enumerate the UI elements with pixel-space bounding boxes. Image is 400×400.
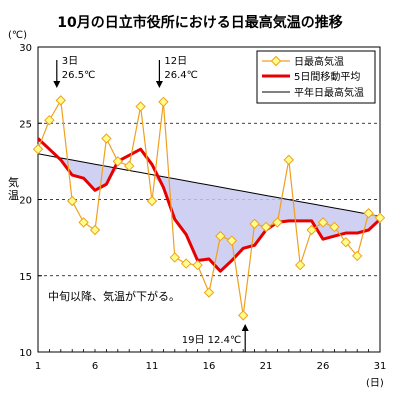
daily-point-3 xyxy=(55,95,67,106)
daily-point-10 xyxy=(135,101,146,112)
annotation-arrowhead-19 xyxy=(241,324,249,331)
daily-point-29 xyxy=(351,250,363,262)
daily-point-7 xyxy=(101,133,112,144)
daily-point-11 xyxy=(146,195,158,207)
y-tick-label-25: 25 xyxy=(19,119,32,130)
daily-point-22 xyxy=(272,217,283,228)
legend-daily-label: 日最高気温 xyxy=(294,55,344,68)
x-tick-label-1: 1 xyxy=(35,361,41,372)
annotation-day-12: 12日 xyxy=(164,56,187,67)
note-text: 中旬以降、気温が下がる。 xyxy=(48,289,180,303)
x-tick-label-26: 26 xyxy=(317,361,330,372)
x-tick-label-16: 16 xyxy=(203,361,216,372)
annotations: 3日 26.5℃ 12日 26.4℃ 19日 12.4℃ xyxy=(53,56,249,352)
x-tick-label-31: 31 xyxy=(374,361,387,372)
daily-point-21 xyxy=(260,221,272,233)
annotation-value-12: 26.4℃ xyxy=(164,70,198,81)
y-axis-label: 気温 xyxy=(8,175,19,202)
daily-point-8 xyxy=(112,156,124,167)
daily-point-24 xyxy=(294,259,306,271)
daily-point-14 xyxy=(180,258,192,269)
chart-title: 10月の日立市役所における日最高気温の推移 xyxy=(57,14,342,31)
deficit-fill-area xyxy=(38,153,380,272)
annotation-value-3: 26.5℃ xyxy=(62,70,96,81)
annotation-label-19: 19日 12.4℃ xyxy=(182,335,241,346)
daily-point-27 xyxy=(329,221,340,233)
daily-point-17 xyxy=(215,230,226,242)
daily-point-12 xyxy=(158,96,169,108)
legend-normal-label: 平年日最高気温 xyxy=(294,86,364,99)
daily-point-1 xyxy=(32,143,44,155)
daily-point-28 xyxy=(340,236,352,248)
daily-point-6 xyxy=(89,224,101,236)
moving-average-line xyxy=(36,137,382,273)
y-tick-label-30: 30 xyxy=(19,43,32,54)
y-tick-label-15: 15 xyxy=(19,272,32,283)
normal-line xyxy=(37,153,381,217)
daily-point-19 xyxy=(237,310,249,321)
y-tick-label-20: 20 xyxy=(19,196,32,207)
annotation-day-3: 3日 xyxy=(62,56,78,67)
x-tick-label-21: 21 xyxy=(260,361,273,372)
annotation-arrowhead-3 xyxy=(53,81,61,88)
legend: 日最高気温 5日間移動平均 平年日最高気温 xyxy=(256,50,376,104)
legend-average-label: 5日間移動平均 xyxy=(294,70,360,83)
daily-point-4 xyxy=(66,195,78,207)
y-tick-label-10: 10 xyxy=(19,348,32,359)
daily-point-15 xyxy=(192,259,203,271)
daily-point-2 xyxy=(44,114,55,126)
daily-point-31 xyxy=(374,212,386,224)
x-unit-label: (日) xyxy=(366,378,384,389)
daily-point-25 xyxy=(306,224,317,236)
daily-point-20 xyxy=(249,218,260,230)
moving-average-series xyxy=(36,137,382,273)
y-unit-label: (℃) xyxy=(8,30,27,41)
daily-point-26 xyxy=(317,217,329,228)
daily-point-30 xyxy=(363,208,374,219)
legend-daily-marker xyxy=(270,55,282,67)
daily-point-9 xyxy=(123,160,135,172)
daily-max-series xyxy=(32,95,386,321)
x-tick-label-11: 11 xyxy=(146,361,159,372)
x-tick-label-6: 6 xyxy=(92,361,98,372)
annotation-arrowhead-12 xyxy=(155,81,163,88)
normal-series xyxy=(37,153,381,217)
daily-point-18 xyxy=(226,235,238,246)
daily-point-13 xyxy=(169,252,181,263)
daily-point-5 xyxy=(78,217,89,228)
daily-point-23 xyxy=(283,154,295,166)
daily-point-16 xyxy=(203,287,215,298)
